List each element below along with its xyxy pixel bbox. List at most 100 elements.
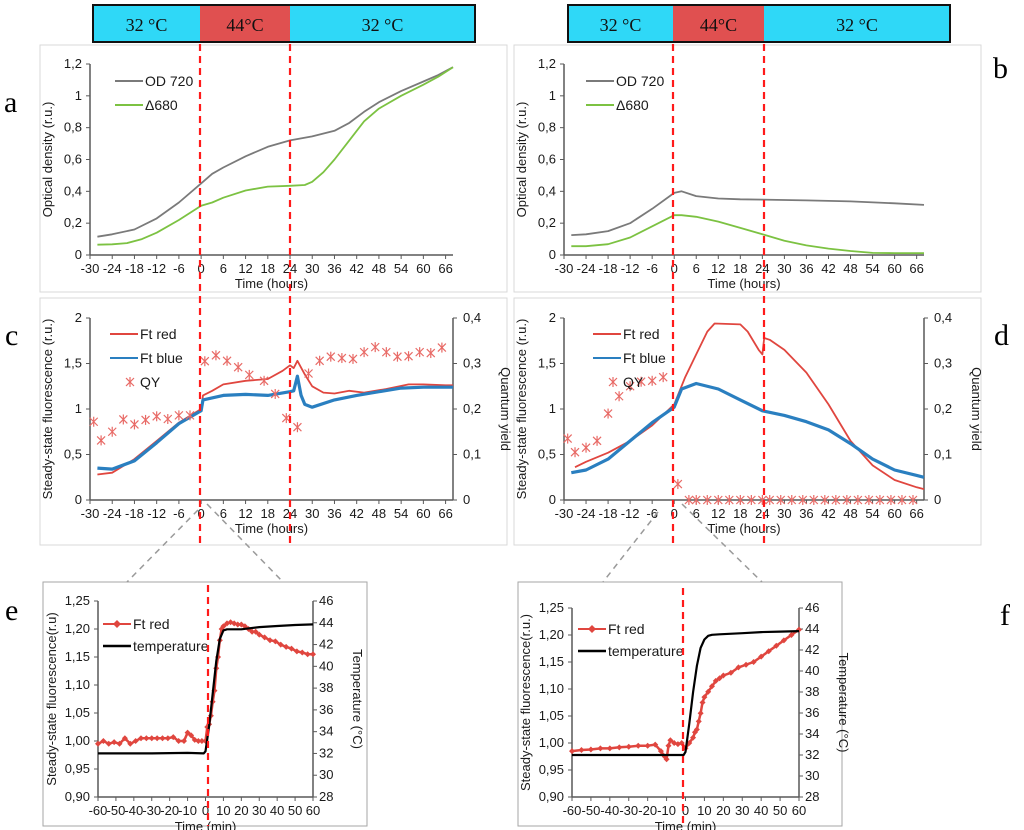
data-point	[691, 495, 701, 505]
temperature-label: 32 °C	[126, 15, 168, 35]
data-point	[185, 410, 195, 421]
data-point	[625, 743, 632, 750]
chart-c: -30-24-18-12-6061218243036424854606600,5…	[40, 310, 513, 536]
legend-label: QY	[623, 374, 644, 390]
data-point	[713, 495, 723, 505]
x-tick-label: -6	[173, 506, 185, 521]
x-tick-label: 48	[843, 506, 857, 521]
temperature-label: 44°C	[700, 15, 737, 35]
x-tick-label: 60	[887, 261, 901, 276]
legend-label: Ft red	[623, 326, 660, 342]
data-point	[776, 495, 786, 505]
data-point	[184, 729, 191, 736]
panel-letter-d: d	[994, 319, 1009, 352]
x-tick-label: -24	[577, 261, 596, 276]
legend-label: Δ680	[616, 97, 649, 113]
panel-letter-f: f	[1000, 599, 1010, 632]
temperature-segment-fill	[93, 5, 200, 42]
x-tick-label: 54	[865, 506, 879, 521]
legend: Ft red Ft blue QY	[593, 326, 666, 390]
legend-item: temperature	[578, 643, 684, 659]
x-tick-label: -24	[103, 261, 122, 276]
y-tick-label: 0	[549, 492, 556, 507]
y-tick-label: 0,5	[64, 447, 82, 462]
y2-tick-label: 40	[319, 658, 333, 673]
x-tick-label: 20	[234, 803, 248, 818]
y2-tick-label: 42	[805, 642, 819, 657]
data-point	[261, 634, 268, 641]
temperature-bar-border	[567, 4, 951, 43]
y-tick-label: 0,90	[539, 789, 564, 804]
panel-frame-a	[39, 44, 508, 293]
x-tick-label: 36	[327, 261, 341, 276]
y2-tick-label: 46	[319, 593, 333, 608]
data-point	[657, 748, 664, 755]
y-tick-label: 0,5	[538, 447, 556, 462]
x-tick-label: 40	[754, 803, 768, 818]
series-line	[571, 628, 800, 761]
y-tick-label: 2	[75, 310, 82, 325]
y2-axis-label: Quantum yield	[969, 367, 984, 451]
x-tick-label: -6	[173, 261, 185, 276]
data-point	[705, 688, 712, 695]
data-point	[743, 661, 750, 668]
legend-label: Ft red	[140, 326, 177, 342]
temperature-segment: 32 °C	[568, 5, 673, 42]
y-tick-label: 0,95	[539, 762, 564, 777]
x-tick-label: -30	[555, 506, 574, 521]
y-tick-label: 0	[75, 247, 82, 262]
data-point	[111, 739, 118, 746]
panel-letter-b: b	[993, 52, 1008, 85]
x-tick-label: 60	[792, 803, 806, 818]
data-point	[695, 718, 702, 725]
data-point	[780, 637, 787, 644]
data-point	[159, 735, 166, 742]
data-point	[181, 738, 187, 744]
y-tick-label: 1	[549, 401, 556, 416]
y2-tick-label: 46	[805, 600, 819, 615]
y-tick-label: 2	[549, 310, 556, 325]
data-point	[127, 740, 134, 747]
data-point	[299, 649, 306, 656]
x-tick-label: -30	[81, 506, 100, 521]
y-tick-label: 0,6	[538, 152, 556, 167]
data-point	[765, 495, 775, 505]
x-tick-label: -12	[621, 506, 640, 521]
data-point	[563, 433, 573, 444]
y-tick-label: 1,10	[539, 681, 564, 696]
series-line	[574, 322, 925, 490]
data-point	[581, 442, 591, 453]
x-tick-label: 12	[711, 261, 725, 276]
x-tick-label: -30	[142, 803, 161, 818]
y-tick-label: 0,90	[65, 789, 90, 804]
x-tick-label: 66	[438, 506, 452, 521]
data-point	[697, 710, 704, 717]
x-axis-label: Time (hours)	[707, 276, 780, 291]
y2-tick-label: 38	[805, 684, 819, 699]
x-tick-label: 24	[755, 261, 769, 276]
x-tick-label: 0	[202, 803, 209, 818]
y-axis-label: Steady-state fluorescence(r.u)	[44, 612, 59, 785]
x-axis-label: Time (hours)	[235, 521, 308, 536]
data-point	[569, 748, 575, 755]
data-point	[164, 735, 171, 742]
data-point	[702, 495, 712, 505]
y2-tick-label: 0,1	[463, 447, 481, 462]
data-point	[195, 738, 202, 744]
temperature-segment: 32 °C	[290, 5, 475, 42]
y-tick-label: 1,20	[539, 627, 564, 642]
x-tick-label: 24	[283, 261, 297, 276]
x-tick-label: 48	[372, 506, 386, 521]
data-point	[592, 435, 602, 446]
x-tick-label: 6	[220, 261, 227, 276]
data-point	[283, 643, 290, 650]
data-point	[233, 362, 243, 373]
x-tick-label: 0	[671, 261, 678, 276]
data-point	[708, 683, 715, 690]
data-point	[143, 735, 150, 742]
y-tick-label: 1,25	[65, 593, 90, 608]
panel-letter-c: c	[5, 319, 18, 352]
y2-tick-label: 30	[319, 767, 333, 782]
data-point	[105, 740, 112, 747]
y2-tick-label: 0,4	[934, 310, 952, 325]
